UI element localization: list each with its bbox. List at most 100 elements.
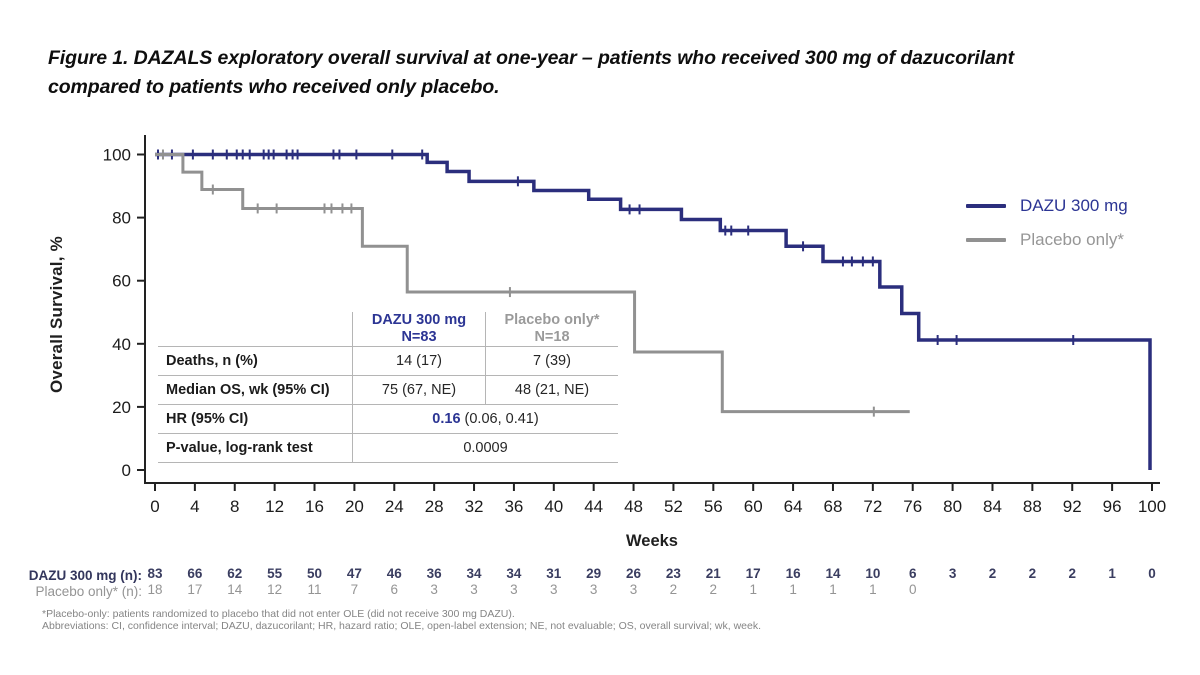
x-tick-label: 72 [863, 497, 882, 516]
legend-item-dazu: DAZU 300 mg [966, 194, 1128, 218]
y-tick-label: 0 [122, 461, 131, 480]
risk-count: 34 [506, 566, 522, 581]
risk-count: 1 [1108, 566, 1116, 581]
risk-count: 36 [427, 566, 443, 581]
risk-count: 2 [989, 566, 997, 581]
y-tick-label: 100 [103, 146, 131, 165]
risk-count: 3 [630, 582, 638, 597]
risk-count: 6 [391, 582, 399, 597]
x-tick-label: 64 [784, 497, 803, 516]
risk-count: 3 [510, 582, 518, 597]
risk-count: 14 [227, 582, 243, 597]
row-label-median-os: Median OS, wk (95% CI) [158, 375, 353, 405]
risk-count: 0 [1148, 566, 1156, 581]
x-tick-label: 68 [823, 497, 842, 516]
risk-count: 31 [546, 566, 562, 581]
risk-count: 17 [746, 566, 761, 581]
median-os-dazu-value: 75 (67, NE) [352, 375, 486, 405]
x-tick-label: 52 [664, 497, 683, 516]
risk-count: 3 [550, 582, 558, 597]
risk-count: 50 [307, 566, 322, 581]
pvalue-value: 0.0009 [352, 433, 618, 463]
x-tick-label: 40 [544, 497, 563, 516]
risk-count: 7 [351, 582, 359, 597]
x-tick-label: 16 [305, 497, 324, 516]
dazu-line-swatch-icon [966, 204, 1006, 208]
x-tick-label: 96 [1103, 497, 1122, 516]
x-tick-label: 32 [465, 497, 484, 516]
legend-label-dazu: DAZU 300 mg [1020, 196, 1128, 215]
x-tick-label: 80 [943, 497, 962, 516]
x-tick-label: 88 [1023, 497, 1042, 516]
risk-row-label-placebo: Placebo only* (n): [35, 584, 142, 599]
risk-count: 66 [187, 566, 203, 581]
y-axis-label: Overall Survival, % [47, 236, 66, 394]
x-tick-label: 44 [584, 497, 603, 516]
risk-count: 0 [909, 582, 917, 597]
x-tick-label: 24 [385, 497, 404, 516]
x-tick-label: 36 [504, 497, 523, 516]
risk-count: 1 [789, 582, 797, 597]
figure-title-line2: compared to patients who received only p… [48, 76, 500, 98]
table-row: Deaths, n (%) 14 (17) 7 (39) [158, 346, 618, 376]
risk-count: 1 [869, 582, 877, 597]
x-tick-label: 20 [345, 497, 364, 516]
hr-value: 0.16 (0.06, 0.41) [352, 404, 618, 434]
row-label-pvalue: P-value, log-rank test [158, 433, 353, 463]
x-tick-label: 28 [425, 497, 444, 516]
risk-count: 11 [308, 582, 322, 597]
footnote-placebo-only: *Placebo-only: patients randomized to pl… [42, 608, 515, 620]
risk-count: 1 [749, 582, 757, 597]
y-tick-label: 60 [112, 272, 131, 291]
summary-stats-table: DAZU 300 mg N=83 Placebo only* N=18 Deat… [158, 312, 618, 463]
risk-count: 46 [387, 566, 403, 581]
y-tick-label: 20 [112, 398, 131, 417]
legend-label-placebo: Placebo only* [1020, 230, 1124, 249]
x-tick-label: 60 [744, 497, 763, 516]
col-header-placebo: Placebo only* N=18 [485, 312, 618, 347]
table-row: DAZU 300 mg N=83 Placebo only* N=18 [158, 312, 618, 347]
risk-count: 55 [267, 566, 283, 581]
table-row: HR (95% CI) 0.16 (0.06, 0.41) [158, 404, 618, 434]
x-axis-label: Weeks [626, 532, 678, 550]
risk-count: 47 [347, 566, 362, 581]
x-tick-label: 76 [903, 497, 922, 516]
chart-legend: DAZU 300 mg Placebo only* [966, 194, 1128, 262]
x-tick-label: 56 [704, 497, 723, 516]
risk-count: 26 [626, 566, 642, 581]
risk-count: 17 [187, 582, 202, 597]
risk-count: 14 [825, 566, 841, 581]
risk-count: 2 [670, 582, 678, 597]
survival-curve-dazu [155, 152, 1152, 470]
x-tick-label: 4 [190, 497, 199, 516]
col-header-dazu: DAZU 300 mg N=83 [352, 312, 486, 347]
axes-frame [144, 135, 1160, 484]
legend-item-placebo: Placebo only* [966, 228, 1128, 252]
table-row: P-value, log-rank test 0.0009 [158, 433, 618, 463]
risk-count: 18 [147, 582, 162, 597]
x-tick-label: 0 [150, 497, 159, 516]
risk-count: 12 [267, 582, 282, 597]
x-tick-label: 92 [1063, 497, 1082, 516]
risk-count: 10 [865, 566, 880, 581]
risk-count: 83 [147, 566, 163, 581]
row-label-hr: HR (95% CI) [158, 404, 353, 434]
risk-count: 6 [909, 566, 917, 581]
risk-count: 29 [586, 566, 601, 581]
x-tick-label: 12 [265, 497, 284, 516]
risk-count: 3 [430, 582, 438, 597]
risk-count: 16 [786, 566, 802, 581]
figure-title: Figure 1. DAZALS exploratory overall sur… [48, 44, 1178, 102]
risk-count: 34 [467, 566, 483, 581]
risk-row-label-dazu: DAZU 300 mg (n): [28, 568, 142, 583]
risk-count: 2 [1068, 566, 1076, 581]
risk-count: 3 [470, 582, 478, 597]
x-tick-label: 48 [624, 497, 643, 516]
risk-count: 3 [949, 566, 957, 581]
x-tick-label: 84 [983, 497, 1002, 516]
deaths-dazu-value: 14 (17) [352, 346, 486, 376]
row-label-deaths: Deaths, n (%) [158, 346, 353, 376]
x-tick-label: 100 [1138, 497, 1166, 516]
